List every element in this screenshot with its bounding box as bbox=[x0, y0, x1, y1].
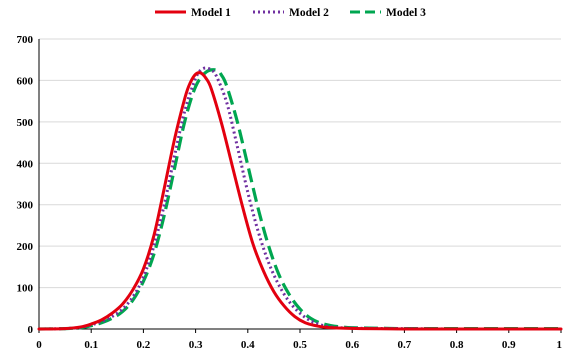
x-axis-ticks: 0 0.1 0.2 0.3 0.4 0.5 0.6 0.7 0.8 0.9 1 bbox=[36, 329, 562, 351]
x-tick-label: 0.5 bbox=[293, 339, 307, 351]
series-line-model-1 bbox=[37, 71, 563, 331]
x-tick-label: 0.8 bbox=[450, 339, 464, 351]
y-tick-label: 200 bbox=[17, 241, 34, 253]
series-line-model-3 bbox=[38, 68, 561, 331]
y-tick-label: 300 bbox=[17, 200, 34, 212]
legend-label: Model 2 bbox=[289, 7, 329, 19]
chart-legend: Model 1 Model 2 Model 3 bbox=[155, 7, 426, 19]
series-line-model-2 bbox=[38, 66, 561, 331]
y-tick-label: 700 bbox=[17, 34, 34, 46]
chart-grid bbox=[39, 38, 561, 289]
y-tick-label: 0 bbox=[28, 324, 34, 336]
x-tick-label: 1 bbox=[557, 339, 563, 351]
legend-label: Model 1 bbox=[191, 7, 231, 19]
x-tick-label: 0.9 bbox=[502, 339, 516, 351]
x-tick-label: 0.3 bbox=[189, 339, 203, 351]
chart-series bbox=[37, 66, 563, 331]
x-tick-label: 0.1 bbox=[84, 339, 98, 351]
y-tick-label: 100 bbox=[17, 283, 34, 295]
x-tick-label: 0.2 bbox=[137, 339, 151, 351]
x-tick-label: 0 bbox=[36, 339, 42, 351]
x-tick-label: 0.6 bbox=[345, 339, 359, 351]
x-tick-label: 0.7 bbox=[398, 339, 412, 351]
y-tick-label: 400 bbox=[17, 158, 34, 170]
y-tick-label: 500 bbox=[17, 117, 34, 129]
y-tick-label: 600 bbox=[17, 75, 34, 87]
chart-axes bbox=[38, 39, 561, 330]
legend-label: Model 3 bbox=[386, 7, 426, 19]
y-axis-ticks: 0 100 200 300 400 500 600 700 bbox=[17, 34, 34, 336]
x-tick-label: 0.4 bbox=[241, 339, 255, 351]
